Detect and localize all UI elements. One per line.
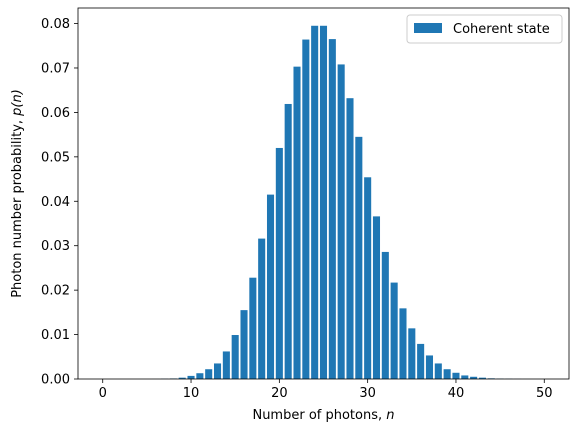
bar-n-16	[240, 310, 248, 379]
bar-n-38	[434, 363, 442, 379]
bar-n-20	[275, 147, 283, 379]
bar-n-30	[364, 177, 372, 379]
bar-n-27	[337, 64, 345, 379]
bar-n-11	[196, 373, 204, 379]
bar-n-42	[470, 376, 478, 379]
bar-n-22	[293, 66, 301, 379]
y-tick-label: 0.00	[41, 373, 70, 388]
legend-box	[406, 14, 563, 44]
bar-n-33	[390, 282, 398, 379]
bar-n-13	[213, 363, 222, 379]
legend-label-coherent-state: Coherent state	[453, 22, 550, 37]
bar-n-40	[452, 372, 460, 379]
plot-frame	[77, 7, 570, 380]
y-tick-label: 0.01	[41, 328, 70, 343]
x-tick-label: 50	[536, 386, 553, 401]
bar-n-32	[381, 251, 389, 379]
x-tick-label: 20	[271, 386, 288, 401]
bar-n-28	[346, 98, 354, 380]
y-tick-label: 0.03	[41, 239, 70, 254]
bar-n-34	[399, 308, 407, 379]
legend-swatch-coherent-state	[414, 23, 442, 33]
bar-n-10	[187, 375, 195, 379]
bar-n-9	[178, 377, 186, 379]
y-axis-label: Photon number probability, p(n)	[10, 89, 25, 298]
y-tick-label: 0.07	[41, 61, 70, 76]
bar-n-18	[258, 238, 266, 379]
bar-n-15	[231, 335, 239, 379]
bar-n-41	[461, 375, 469, 379]
bar-n-29	[355, 136, 363, 379]
x-tick-label: 10	[183, 386, 200, 401]
bar-n-37	[425, 355, 434, 379]
x-tick-label: 30	[359, 386, 376, 401]
bar-n-24	[311, 25, 319, 379]
legend: Coherent state	[406, 14, 563, 44]
x-axis-label: Number of photons, n	[252, 408, 394, 423]
y-tick-label: 0.04	[41, 195, 70, 210]
bar-n-31	[372, 216, 381, 379]
x-tick-label: 40	[448, 386, 465, 401]
x-tick-label: 0	[99, 386, 107, 401]
bar-n-43	[478, 377, 486, 379]
bars-group	[152, 25, 531, 380]
bar-n-14	[222, 351, 230, 379]
bar-n-21	[284, 103, 292, 380]
y-axis-ticks: 0.00 0.01 0.02 0.03 0.04 0.05 0.06 0.07 0.08	[41, 17, 78, 388]
bar-n-12	[205, 369, 213, 379]
y-tick-label: 0.06	[41, 106, 70, 121]
y-tick-label: 0.08	[41, 17, 70, 32]
bar-n-23	[302, 39, 310, 379]
bar-n-19	[266, 194, 275, 379]
bar-n-25	[319, 25, 328, 379]
y-tick-label: 0.05	[41, 150, 70, 165]
bar-n-36	[417, 343, 425, 379]
x-axis-ticks: 0 10 20 30 40 50	[99, 379, 553, 401]
bar-n-26	[328, 39, 336, 379]
bar-n-17	[249, 277, 257, 379]
bar-n-35	[408, 328, 416, 379]
bar-n-39	[443, 369, 451, 379]
y-tick-label: 0.02	[41, 284, 70, 299]
